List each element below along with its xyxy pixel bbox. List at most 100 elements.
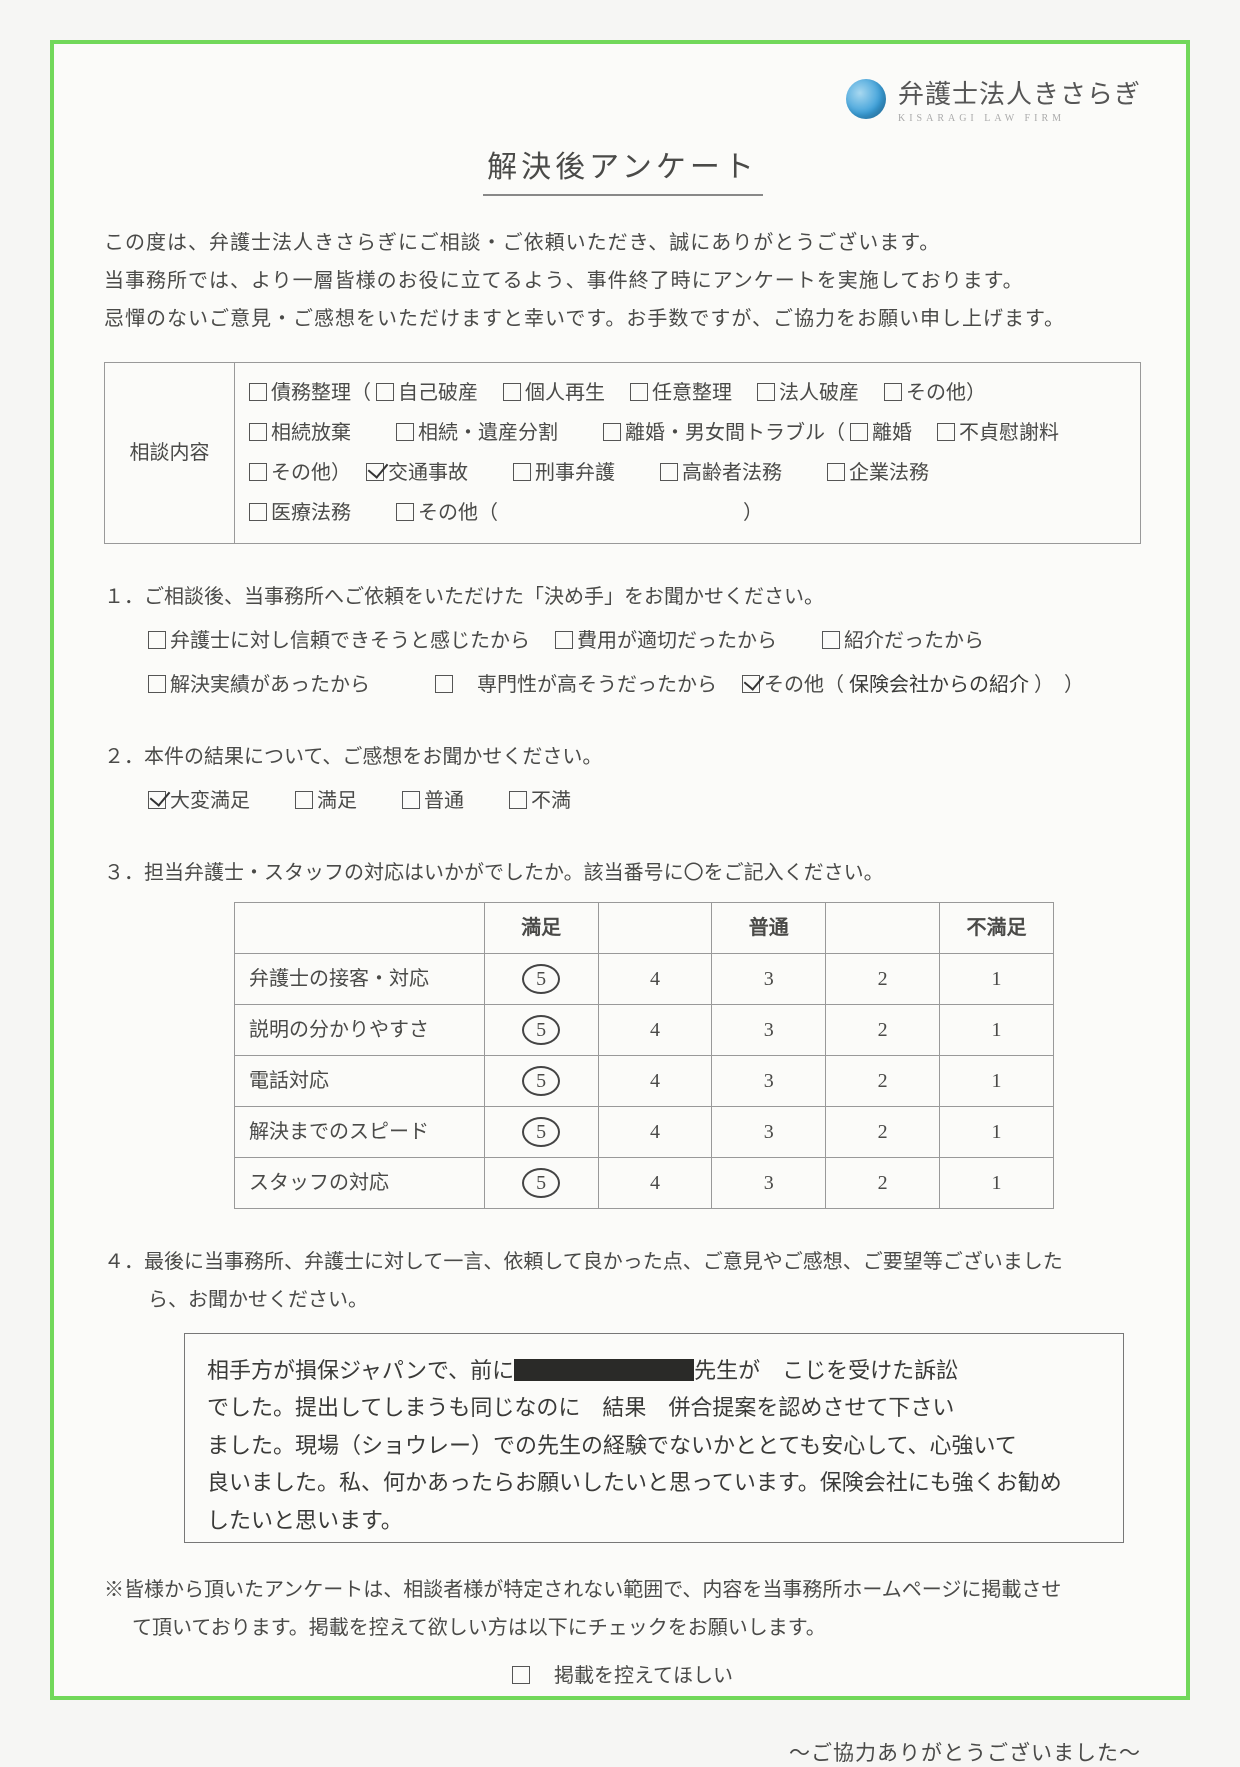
checkbox-icon[interactable]	[603, 423, 621, 441]
rating-row-label: 説明の分かりやすさ	[235, 1005, 485, 1056]
circle-mark-icon	[522, 1015, 560, 1045]
checkbox-icon[interactable]	[509, 791, 527, 809]
title-underline	[483, 194, 763, 196]
checkbox-icon[interactable]	[827, 463, 845, 481]
rating-cell[interactable]: 4	[598, 1158, 712, 1209]
consult-options: 債務整理（ 自己破産 個人再生 任意整理 法人破産 その他） 相続放棄 相続・遺…	[235, 363, 1141, 544]
rating-cell[interactable]: 4	[598, 954, 712, 1005]
rating-cell[interactable]: 2	[826, 1005, 940, 1056]
checkbox-icon[interactable]	[884, 383, 902, 401]
checkbox-icon[interactable]	[503, 383, 521, 401]
q3-prompt: ３．担当弁護士・スタッフの対応はいかがでしたか。該当番号に〇をご記入ください。	[104, 854, 1141, 892]
rating-cell[interactable]: 5	[484, 1056, 598, 1107]
rating-cell[interactable]: 2	[826, 1107, 940, 1158]
rating-cell[interactable]: 4	[598, 1005, 712, 1056]
q4-prompt-l2: ら、お聞かせください。	[104, 1281, 1141, 1319]
checkbox-icon[interactable]	[396, 503, 414, 521]
rating-cell[interactable]: 5	[484, 1158, 598, 1209]
checkbox-icon[interactable]	[376, 383, 394, 401]
rating-row: 解決までのスピード54321	[235, 1107, 1054, 1158]
rating-cell[interactable]: 3	[712, 1005, 826, 1056]
rating-cell[interactable]: 5	[484, 954, 598, 1005]
intro-block: この度は、弁護士法人きさらぎにご相談・ご依頼いただき、誠にありがとうございます。…	[104, 224, 1141, 338]
freewrite-box[interactable]: 相手方が損保ジャパンで、前に先生が こじを受けた訴訟でした。提出してしまうも同じ…	[184, 1333, 1124, 1543]
rating-cell[interactable]: 1	[940, 1056, 1054, 1107]
question-1: １．ご相談後、当事務所へご依頼をいただけた「決め手」をお聞かせください。 弁護士…	[104, 578, 1141, 704]
rating-cell[interactable]: 1	[940, 954, 1054, 1005]
checkbox-icon[interactable]	[295, 791, 313, 809]
handwritten-line: ました。現場（ショウレー）での先生の経験でないかととても安心して、心強いて	[207, 1427, 1101, 1464]
circle-mark-icon	[522, 1066, 560, 1096]
footnote-l1: ※皆様から頂いたアンケートは、相談者様が特定されない範囲で、内容を当事務所ホーム…	[104, 1571, 1141, 1609]
footnote-opt: 掲載を控えてほしい	[554, 1665, 733, 1687]
brand-name: 弁護士法人きさらぎ	[898, 74, 1141, 111]
question-4: ４．最後に当事務所、弁護士に対して一言、依頼して良かった点、ご意見やご感想、ご要…	[104, 1243, 1141, 1543]
consult-label: 相談内容	[105, 363, 235, 544]
checkbox-icon[interactable]	[249, 503, 267, 521]
q1-handwritten: 保険会社からの紹介	[849, 674, 1029, 696]
brand-sub: KISARAGI LAW FIRM	[898, 113, 1141, 124]
rating-row: 弁護士の接客・対応54321	[235, 954, 1054, 1005]
checkbox-icon[interactable]	[937, 423, 955, 441]
rating-cell[interactable]: 4	[598, 1107, 712, 1158]
checkbox-icon[interactable]	[249, 463, 267, 481]
brand-row: 弁護士法人きさらぎ KISARAGI LAW FIRM	[104, 74, 1141, 124]
rating-row-label: 解決までのスピード	[235, 1107, 485, 1158]
rating-cell[interactable]: 1	[940, 1107, 1054, 1158]
q1-prompt: １．ご相談後、当事務所へご依頼をいただけた「決め手」をお聞かせください。	[104, 578, 1141, 616]
rating-cell[interactable]: 1	[940, 1158, 1054, 1209]
checkbox-icon[interactable]	[757, 383, 775, 401]
rating-row-label: 弁護士の接客・対応	[235, 954, 485, 1005]
checkbox-icon[interactable]	[396, 423, 414, 441]
checkbox-icon[interactable]	[822, 631, 840, 649]
checkbox-icon[interactable]	[742, 675, 760, 693]
handwritten-line: でした。提出してしまうも同じなのに 結果 併合提案を認めさせて下さい	[207, 1389, 1101, 1426]
rating-cell[interactable]: 1	[940, 1005, 1054, 1056]
question-3: ３．担当弁護士・スタッフの対応はいかがでしたか。該当番号に〇をご記入ください。 …	[104, 854, 1141, 1209]
checkbox-icon[interactable]	[366, 463, 384, 481]
handwritten-line: したいと思います。	[207, 1502, 1101, 1539]
rating-row: 電話対応54321	[235, 1056, 1054, 1107]
checkbox-icon[interactable]	[660, 463, 678, 481]
handwritten-line: 良いました。私、何かあったらお願いしたいと思っています。保険会社にも強くお勧め	[207, 1464, 1101, 1501]
checkbox-icon[interactable]	[249, 383, 267, 401]
intro-line: この度は、弁護士法人きさらぎにご相談・ご依頼いただき、誠にありがとうございます。	[104, 224, 1141, 262]
checkbox-icon[interactable]	[148, 675, 166, 693]
checkbox-icon[interactable]	[850, 423, 868, 441]
q4-prompt-l1: ４．最後に当事務所、弁護士に対して一言、依頼して良かった点、ご意見やご感想、ご要…	[104, 1243, 1141, 1281]
checkbox-icon[interactable]	[402, 791, 420, 809]
rating-cell[interactable]: 3	[712, 1107, 826, 1158]
checkbox-icon[interactable]	[512, 1666, 530, 1684]
rating-cell[interactable]: 2	[826, 1158, 940, 1209]
rating-cell[interactable]: 2	[826, 954, 940, 1005]
rating-cell[interactable]: 3	[712, 954, 826, 1005]
rating-row-label: 電話対応	[235, 1056, 485, 1107]
checkbox-icon[interactable]	[148, 631, 166, 649]
rating-cell[interactable]: 4	[598, 1056, 712, 1107]
q2-prompt: ２．本件の結果について、ご感想をお聞かせください。	[104, 738, 1141, 776]
consult-table: 相談内容 債務整理（ 自己破産 個人再生 任意整理 法人破産 その他） 相続放棄…	[104, 362, 1141, 544]
page-title: 解決後アンケート	[104, 142, 1141, 186]
rating-row: スタッフの対応54321	[235, 1158, 1054, 1209]
rating-cell[interactable]: 3	[712, 1056, 826, 1107]
checkbox-icon[interactable]	[148, 791, 166, 809]
checkbox-icon[interactable]	[513, 463, 531, 481]
handwritten-line: 相手方が損保ジャパンで、前に先生が こじを受けた訴訟	[207, 1352, 1101, 1389]
brand-logo-icon	[846, 79, 886, 119]
rating-cell[interactable]: 5	[484, 1005, 598, 1056]
rating-cell[interactable]: 5	[484, 1107, 598, 1158]
rating-cell[interactable]: 2	[826, 1056, 940, 1107]
circle-mark-icon	[522, 1117, 560, 1147]
checkbox-icon[interactable]	[630, 383, 648, 401]
checkbox-icon[interactable]	[249, 423, 267, 441]
checkbox-icon[interactable]	[435, 675, 453, 693]
rating-cell[interactable]: 3	[712, 1158, 826, 1209]
rating-row-label: スタッフの対応	[235, 1158, 485, 1209]
thanks-line: ～ご協力ありがとうございました～	[104, 1737, 1141, 1767]
checkbox-icon[interactable]	[555, 631, 573, 649]
survey-page: 弁護士法人きさらぎ KISARAGI LAW FIRM 解決後アンケート この度…	[50, 40, 1190, 1700]
footnote-l2: て頂いております。掲載を控えて欲しい方は以下にチェックをお願いします。	[104, 1609, 1141, 1647]
rating-table: 満足 普通 不満足 弁護士の接客・対応54321説明の分かりやすさ54321電話…	[234, 902, 1054, 1209]
rating-header-row: 満足 普通 不満足	[235, 903, 1054, 954]
question-2: ２．本件の結果について、ご感想をお聞かせください。 大変満足 満足 普通 不満	[104, 738, 1141, 820]
